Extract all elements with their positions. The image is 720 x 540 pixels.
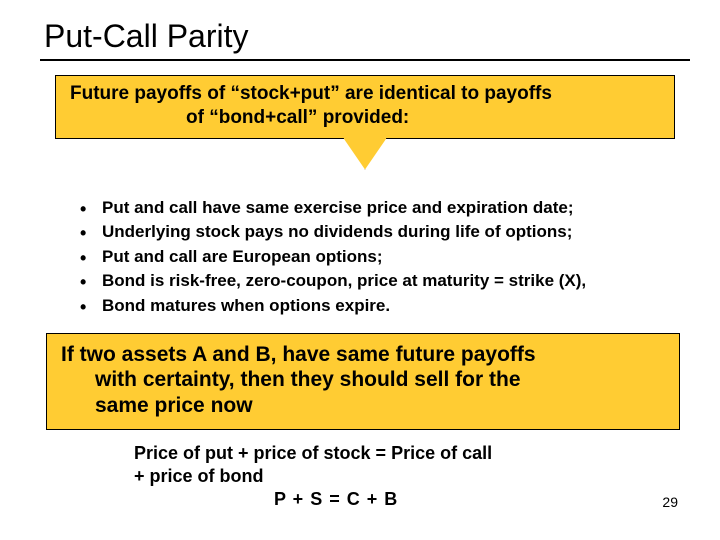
banner-line-2: of “bond+call” provided:	[66, 106, 664, 130]
bullet-text: Put and call have same exercise price an…	[102, 198, 573, 217]
conditions-list: Put and call have same exercise price an…	[80, 196, 690, 319]
banner-callout: Future payoffs of “stock+put” are identi…	[55, 75, 675, 170]
bullet-text: Put and call are European options;	[102, 247, 383, 266]
list-item: Put and call have same exercise price an…	[80, 196, 690, 221]
banner-box: Future payoffs of “stock+put” are identi…	[55, 75, 675, 139]
banner-line-1: Future payoffs of “stock+put” are identi…	[66, 82, 664, 106]
principle-callout: If two assets A and B, have same future …	[46, 333, 680, 430]
down-arrow-icon	[343, 138, 387, 170]
list-item: Bond matures when options expire.	[80, 294, 690, 319]
bullet-text: Bond matures when options expire.	[102, 296, 390, 315]
equation-block: Price of put + price of stock = Price of…	[134, 442, 690, 512]
list-item: Put and call are European options;	[80, 245, 690, 270]
slide-title: Put-Call Parity	[40, 18, 690, 55]
equation-line-1: Price of put + price of stock = Price of…	[134, 442, 690, 465]
equation-line-2: + price of bond	[134, 465, 690, 488]
page-number: 29	[662, 494, 678, 510]
callout-line-3: same price now	[61, 393, 665, 419]
callout-line-1: If two assets A and B, have same future …	[61, 342, 665, 368]
title-rule	[40, 59, 690, 61]
bullet-text: Bond is risk-free, zero-coupon, price at…	[102, 271, 586, 290]
bullet-text: Underlying stock pays no dividends durin…	[102, 222, 572, 241]
slide-container: Put-Call Parity Future payoffs of “stock…	[0, 0, 720, 540]
equation-line-3: P + S = C + B	[134, 488, 690, 511]
list-item: Underlying stock pays no dividends durin…	[80, 220, 690, 245]
list-item: Bond is risk-free, zero-coupon, price at…	[80, 269, 690, 294]
callout-line-2: with certainty, then they should sell fo…	[61, 367, 665, 393]
